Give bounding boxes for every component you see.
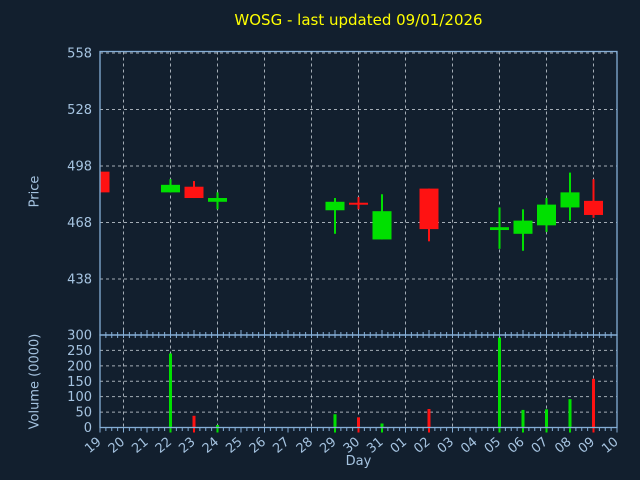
gridlines xyxy=(100,51,617,428)
x-tick-label: 06 xyxy=(505,435,527,457)
price-tick-label: 468 xyxy=(67,216,92,231)
candle-body xyxy=(372,211,392,240)
x-tick-label: 23 xyxy=(176,435,198,457)
volume-bar xyxy=(568,399,572,428)
candle-body xyxy=(161,184,180,193)
x-tick-label: 26 xyxy=(247,435,269,457)
volume-bar xyxy=(521,409,525,428)
x-tick-label: 24 xyxy=(200,435,222,457)
candle-body xyxy=(184,186,204,199)
volume-day-tick xyxy=(357,427,360,433)
volume-bar xyxy=(333,414,337,428)
x-tick-label: 04 xyxy=(458,435,480,457)
x-tick-label: 05 xyxy=(482,435,504,457)
candle-body xyxy=(325,201,345,211)
volume-bar xyxy=(169,353,172,428)
candle-body xyxy=(537,204,556,226)
x-axis-title: Day xyxy=(345,454,372,469)
volume-bar xyxy=(592,378,595,428)
x-tick-label: 07 xyxy=(529,435,551,457)
volume-bar xyxy=(498,337,501,428)
price-tick-label: 558 xyxy=(67,47,92,62)
x-tick-label: 22 xyxy=(153,435,175,457)
chart-title: WOSG - last updated 09/01/2026 xyxy=(234,11,483,29)
candle-body xyxy=(490,227,509,231)
candles xyxy=(100,171,603,251)
x-tick-label: 21 xyxy=(129,435,151,457)
candle-body xyxy=(560,192,580,208)
x-tick-label: 02 xyxy=(411,435,433,457)
volume-day-tick xyxy=(522,427,524,433)
x-tick-label: 03 xyxy=(435,435,457,457)
x-tick-label: 25 xyxy=(223,435,245,457)
candle-body xyxy=(513,220,533,234)
candle-body xyxy=(584,200,603,215)
candle-body xyxy=(208,198,227,202)
volume-day-tick xyxy=(428,427,430,433)
volume-bar xyxy=(380,423,384,428)
x-tick-label: 29 xyxy=(317,435,339,457)
candle-body xyxy=(349,202,368,205)
volume-day-tick xyxy=(498,427,501,433)
volume-bar xyxy=(192,415,196,428)
volume-tick-label: 150 xyxy=(67,375,92,390)
volume-day-tick xyxy=(569,427,571,433)
x-tick-label: 10 xyxy=(599,435,621,457)
x-tick-label: 30 xyxy=(341,435,363,457)
volume-bar xyxy=(216,425,219,428)
volume-bar xyxy=(545,409,548,428)
tick-marks xyxy=(99,330,618,433)
price-tick-label: 498 xyxy=(67,160,92,175)
x-tick-label: 20 xyxy=(106,435,128,457)
volume-bars xyxy=(169,337,595,433)
volume-tick-label: 50 xyxy=(75,406,92,421)
volume-day-tick xyxy=(169,427,172,433)
volume-day-tick xyxy=(545,427,548,433)
volume-tick-label: 250 xyxy=(67,344,92,359)
volume-tick-label: 300 xyxy=(67,329,92,344)
x-tick-label: 09 xyxy=(576,435,598,457)
volume-tick-label: 200 xyxy=(67,359,92,374)
x-tick-label: 01 xyxy=(388,435,410,457)
x-tick-label: 28 xyxy=(294,435,316,457)
candle-body xyxy=(419,188,439,230)
volume-tick-label: 0 xyxy=(84,421,92,436)
volume-bar xyxy=(357,417,360,428)
volume-day-tick xyxy=(334,427,336,433)
x-tick-label: 31 xyxy=(364,435,386,457)
candle-body xyxy=(100,171,110,193)
x-tick-label: 27 xyxy=(270,435,292,457)
volume-day-tick xyxy=(592,427,595,433)
volume-tick-label: 100 xyxy=(67,390,92,405)
x-tick-label: 08 xyxy=(552,435,574,457)
volume-bar xyxy=(427,409,431,428)
volume-day-tick xyxy=(193,427,195,433)
volume-day-tick xyxy=(216,427,219,433)
volume-day-tick xyxy=(381,427,383,433)
price-tick-label: 438 xyxy=(67,273,92,288)
x-tick-label: 19 xyxy=(82,435,104,457)
price-tick-label: 528 xyxy=(67,103,92,118)
